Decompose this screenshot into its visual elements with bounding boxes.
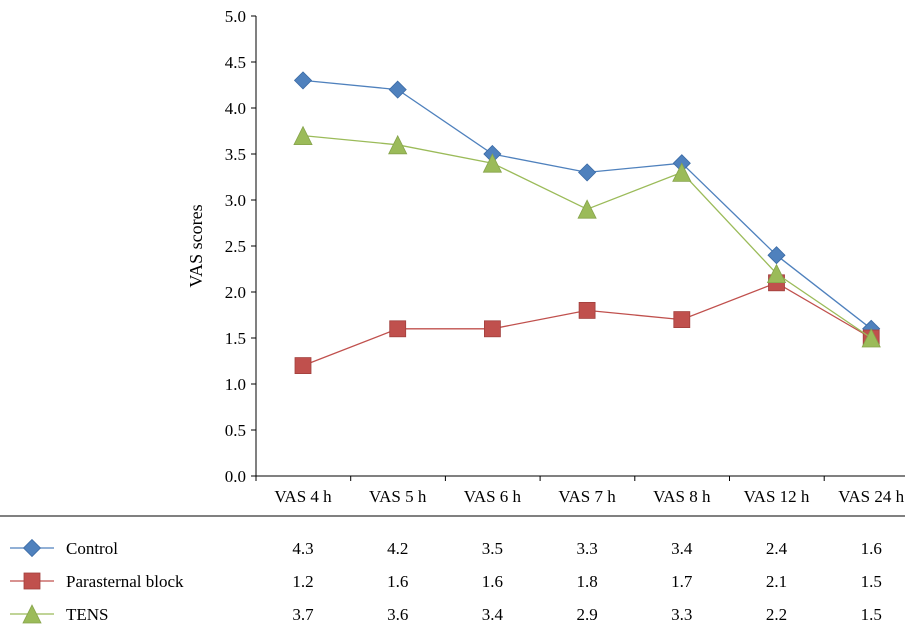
y-tick-label: 2.0 <box>225 283 246 302</box>
data-point-control <box>767 246 786 265</box>
table-cell-value: 3.3 <box>576 539 597 558</box>
table-cell-value: 1.6 <box>861 539 882 558</box>
data-point-tens <box>293 125 313 146</box>
x-tick-label: VAS 8 h <box>653 487 711 506</box>
data-point-parasternal-block <box>389 320 407 338</box>
x-tick-label: VAS 24 h <box>838 487 904 506</box>
table-cell-value: 3.6 <box>387 605 408 624</box>
table-cell-value: 1.6 <box>387 572 408 591</box>
table-cell-value: 1.6 <box>482 572 503 591</box>
data-point-control <box>388 80 407 99</box>
data-point-control <box>578 163 597 182</box>
x-tick-label: VAS 7 h <box>558 487 616 506</box>
table-cell-value: 3.3 <box>671 605 692 624</box>
table-cell-value: 1.2 <box>292 572 313 591</box>
y-tick-label: 4.0 <box>225 99 246 118</box>
legend-key-marker <box>22 604 42 624</box>
data-point-tens <box>672 162 692 182</box>
legend-key-marker <box>23 572 41 590</box>
y-tick-label: 2.5 <box>225 237 246 256</box>
y-tick-label: 1.5 <box>225 329 246 348</box>
legend-series-name: Control <box>66 539 118 558</box>
data-point-parasternal-block <box>294 357 312 375</box>
y-tick-label: 1.0 <box>225 375 246 394</box>
data-point-tens <box>482 153 503 173</box>
legend-series-name: Parasternal block <box>66 572 184 591</box>
y-tick-label: 0.5 <box>225 421 246 440</box>
x-tick-label: VAS 4 h <box>274 487 332 506</box>
table-cell-value: 2.4 <box>766 539 788 558</box>
table-cell-value: 3.4 <box>482 605 504 624</box>
x-tick-label: VAS 12 h <box>744 487 810 506</box>
table-cell-value: 3.4 <box>671 539 693 558</box>
table-cell-value: 3.5 <box>482 539 503 558</box>
data-point-tens <box>766 263 787 284</box>
table-cell-value: 3.7 <box>292 605 314 624</box>
table-cell-value: 1.5 <box>861 572 882 591</box>
legend-key-marker <box>22 538 42 558</box>
plot-area: 0.0 0.5 1.0 1.5 2.0 2.5 3.0 3.5 4.0 4.5 5.0 VAS 4 h… <box>10 7 905 624</box>
data-point-control <box>293 71 313 90</box>
table-cell-value: 2.2 <box>766 605 787 624</box>
y-tick-label: 0.0 <box>225 467 246 486</box>
x-tick-label: VAS 6 h <box>464 487 522 506</box>
table-cell-value: 1.5 <box>861 605 882 624</box>
data-point-parasternal-block <box>578 301 596 319</box>
data-point-tens <box>861 328 881 348</box>
data-point-parasternal-block <box>673 311 691 329</box>
legend-series-name: TENS <box>66 605 109 624</box>
data-point-tens <box>577 199 597 219</box>
table-cell-value: 1.8 <box>576 572 597 591</box>
table-cell-value: 2.9 <box>576 605 597 624</box>
series-line-parasternal-block <box>302 282 872 367</box>
y-tick-label: 3.5 <box>225 145 246 164</box>
x-tick-label: VAS 5 h <box>369 487 427 506</box>
y-tick-label: 5.0 <box>225 7 246 26</box>
y-axis-title: VAS scores <box>186 204 206 287</box>
table-cell-value: 2.1 <box>766 572 787 591</box>
table-cell-value: 4.3 <box>292 539 313 558</box>
table-cell-value: 4.2 <box>387 539 408 558</box>
y-tick-label: 4.5 <box>225 53 246 72</box>
data-point-parasternal-block <box>483 320 501 338</box>
y-tick-label: 3.0 <box>225 191 246 210</box>
table-cell-value: 1.7 <box>671 572 693 591</box>
data-point-tens <box>388 134 408 155</box>
